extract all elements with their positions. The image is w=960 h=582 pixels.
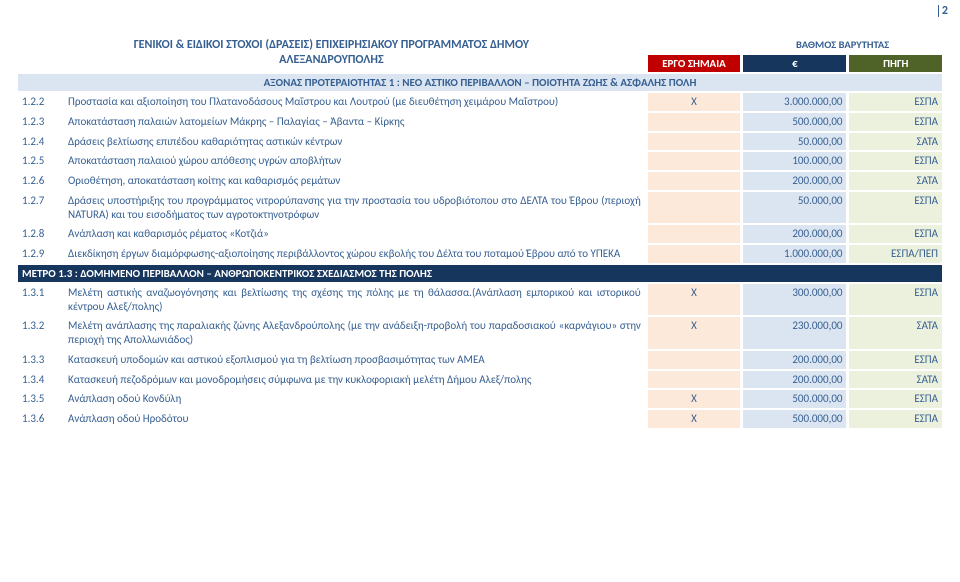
table-row: 1.2.3Αποκατάσταση παλαιών λατομείων Μάκρ… bbox=[18, 113, 942, 131]
table-row: 1.3.5Ανάπλαση οδού ΚονδύληΧ500.000,00ΕΣΠ… bbox=[18, 390, 942, 408]
row-id: 1.3.4 bbox=[18, 371, 61, 389]
row-flag: Χ bbox=[648, 390, 740, 408]
row-id: 1.2.2 bbox=[18, 93, 61, 111]
metro-title: ΜΕΤΡΟ 1.3 : ΔΟΜΗΜΕΝΟ ΠΕΡΙΒΑΛΛΟΝ – ΑΝΘΡΩΠ… bbox=[18, 265, 942, 282]
row-flag: Χ bbox=[648, 93, 740, 111]
row-amount: 200.000,00 bbox=[743, 172, 846, 190]
row-id: 1.2.7 bbox=[18, 192, 61, 224]
row-source: ΕΣΠΑ bbox=[849, 113, 942, 131]
table-row: 1.3.1Μελέτη αστικής αναζωογόνησης και βε… bbox=[18, 284, 942, 316]
row-source: ΕΣΠΑ bbox=[849, 410, 942, 428]
row-id: 1.2.3 bbox=[18, 113, 61, 131]
row-flag bbox=[648, 351, 740, 369]
row-description: Αποκατάσταση παλαιών λατομείων Μάκρης – … bbox=[64, 113, 645, 131]
row-amount: 200.000,00 bbox=[743, 225, 846, 243]
row-amount: 200.000,00 bbox=[743, 351, 846, 369]
col-severity-spacer bbox=[648, 36, 740, 53]
row-id: 1.2.5 bbox=[18, 152, 61, 170]
table-row: 1.3.3Κατασκευή υποδομών και αστικού εξοπ… bbox=[18, 351, 942, 369]
row-source: ΕΣΠΑ bbox=[849, 390, 942, 408]
program-table: ΓΕΝΙΚΟΙ & ΕΙΔΙΚΟΙ ΣΤΟΧΟΙ (ΔΡΑΣΕΙΣ) ΕΠΙΧΕ… bbox=[15, 34, 945, 430]
row-description: Δράσεις υποστήριξης του προγράμματος νιτ… bbox=[64, 192, 645, 224]
row-source: ΕΣΠΑ bbox=[849, 152, 942, 170]
table-row: 1.3.6Ανάπλαση οδού ΗροδότουΧ500.000,00ΕΣ… bbox=[18, 410, 942, 428]
row-amount: 100.000,00 bbox=[743, 152, 846, 170]
row-description: Ανάπλαση οδού Ηροδότου bbox=[64, 410, 645, 428]
row-description: Δράσεις βελτίωσης επιπέδου καθαριότητας … bbox=[64, 133, 645, 151]
row-description: Κατασκευή πεζοδρόμων και μονοδρομήσεις σ… bbox=[64, 371, 645, 389]
row-flag bbox=[648, 113, 740, 131]
row-amount: 1.000.000,00 bbox=[743, 245, 846, 263]
row-description: Μελέτη αστικής αναζωογόνησης και βελτίωσ… bbox=[64, 284, 645, 316]
row-source: ΕΣΠΑ bbox=[849, 284, 942, 316]
row-amount: 200.000,00 bbox=[743, 371, 846, 389]
table-row: 1.2.6Οριοθέτηση, αποκατάσταση κοίτης και… bbox=[18, 172, 942, 190]
row-flag bbox=[648, 225, 740, 243]
row-amount: 500.000,00 bbox=[743, 390, 846, 408]
table-row: 1.3.4Κατασκευή πεζοδρόμων και μονοδρομήσ… bbox=[18, 371, 942, 389]
row-flag bbox=[648, 245, 740, 263]
row-source: ΣΑΤΑ bbox=[849, 371, 942, 389]
row-source: ΣΑΤΑ bbox=[849, 317, 942, 349]
row-flag bbox=[648, 371, 740, 389]
row-amount: 50.000,00 bbox=[743, 192, 846, 224]
row-amount: 300.000,00 bbox=[743, 284, 846, 316]
row-amount: 500.000,00 bbox=[743, 410, 846, 428]
row-source: ΣΑΤΑ bbox=[849, 172, 942, 190]
row-id: 1.2.9 bbox=[18, 245, 61, 263]
row-id: 1.2.4 bbox=[18, 133, 61, 151]
table-row: 1.2.5Αποκατάσταση παλαιού χώρου απόθεσης… bbox=[18, 152, 942, 170]
row-source: ΕΣΠΑ bbox=[849, 351, 942, 369]
row-source: ΕΣΠΑ bbox=[849, 192, 942, 224]
col-amount: € bbox=[743, 55, 846, 72]
row-id: 1.3.6 bbox=[18, 410, 61, 428]
row-description: Προστασία και αξιοποίηση του Πλατανοδάσο… bbox=[64, 93, 645, 111]
row-id: 1.2.8 bbox=[18, 225, 61, 243]
row-flag: Χ bbox=[648, 284, 740, 316]
row-amount: 3.000.000,00 bbox=[743, 93, 846, 111]
row-id: 1.3.2 bbox=[18, 317, 61, 349]
row-source: ΣΑΤΑ bbox=[849, 133, 942, 151]
row-id: 1.3.1 bbox=[18, 284, 61, 316]
row-description: Αποκατάσταση παλαιού χώρου απόθεσης υγρώ… bbox=[64, 152, 645, 170]
row-id: 1.3.5 bbox=[18, 390, 61, 408]
table-row: 1.3.2Μελέτη ανάπλασης της παραλιακής ζών… bbox=[18, 317, 942, 349]
row-amount: 230.000,00 bbox=[743, 317, 846, 349]
col-severity: ΒΑΘΜΟΣ ΒΑΡΥΤΗΤΑΣ bbox=[743, 36, 942, 53]
row-description: Κατασκευή υποδομών και αστικού εξοπλισμο… bbox=[64, 351, 645, 369]
row-flag bbox=[648, 133, 740, 151]
page-number: 2 bbox=[938, 4, 948, 18]
row-description: Ανάπλαση και καθαρισμός ρέματος «Κοτζιά» bbox=[64, 225, 645, 243]
row-id: 1.2.6 bbox=[18, 172, 61, 190]
row-flag bbox=[648, 172, 740, 190]
row-source: ΕΣΠΑ bbox=[849, 225, 942, 243]
table-row: 1.2.9Διεκδίκηση έργων διαμόρφωσης-αξιοπο… bbox=[18, 245, 942, 263]
row-flag: Χ bbox=[648, 410, 740, 428]
row-description: Μελέτη ανάπλασης της παραλιακής ζώνης Αλ… bbox=[64, 317, 645, 349]
table-row: 1.2.8Ανάπλαση και καθαρισμός ρέματος «Κο… bbox=[18, 225, 942, 243]
row-flag bbox=[648, 192, 740, 224]
row-amount: 50.000,00 bbox=[743, 133, 846, 151]
col-source: ΠΗΓΗ bbox=[849, 55, 942, 72]
table-row: 1.2.2Προστασία και αξιοποίηση του Πλαταν… bbox=[18, 93, 942, 111]
row-id: 1.3.3 bbox=[18, 351, 61, 369]
table-row: 1.2.4Δράσεις βελτίωσης επιπέδου καθαριότ… bbox=[18, 133, 942, 151]
row-source: ΕΣΠΑ bbox=[849, 93, 942, 111]
row-flag bbox=[648, 152, 740, 170]
row-flag: Χ bbox=[648, 317, 740, 349]
row-source: ΕΣΠΑ/ΠΕΠ bbox=[849, 245, 942, 263]
row-description: Διεκδίκηση έργων διαμόρφωσης-αξιοποίησης… bbox=[64, 245, 645, 263]
row-description: Ανάπλαση οδού Κονδύλη bbox=[64, 390, 645, 408]
table-row: 1.2.7Δράσεις υποστήριξης του προγράμματο… bbox=[18, 192, 942, 224]
table-title: ΓΕΝΙΚΟΙ & ΕΙΔΙΚΟΙ ΣΤΟΧΟΙ (ΔΡΑΣΕΙΣ) ΕΠΙΧΕ… bbox=[18, 36, 645, 72]
row-amount: 500.000,00 bbox=[743, 113, 846, 131]
col-flag: ΕΡΓΟ ΣΗΜΑΙΑ bbox=[648, 55, 740, 72]
axis-title: ΑΞΟΝΑΣ ΠΡΟΤΕΡΑΙΟΤΗΤΑΣ 1 : ΝΕΟ ΑΣΤΙΚΟ ΠΕΡ… bbox=[18, 74, 942, 91]
row-description: Οριοθέτηση, αποκατάσταση κοίτης και καθα… bbox=[64, 172, 645, 190]
